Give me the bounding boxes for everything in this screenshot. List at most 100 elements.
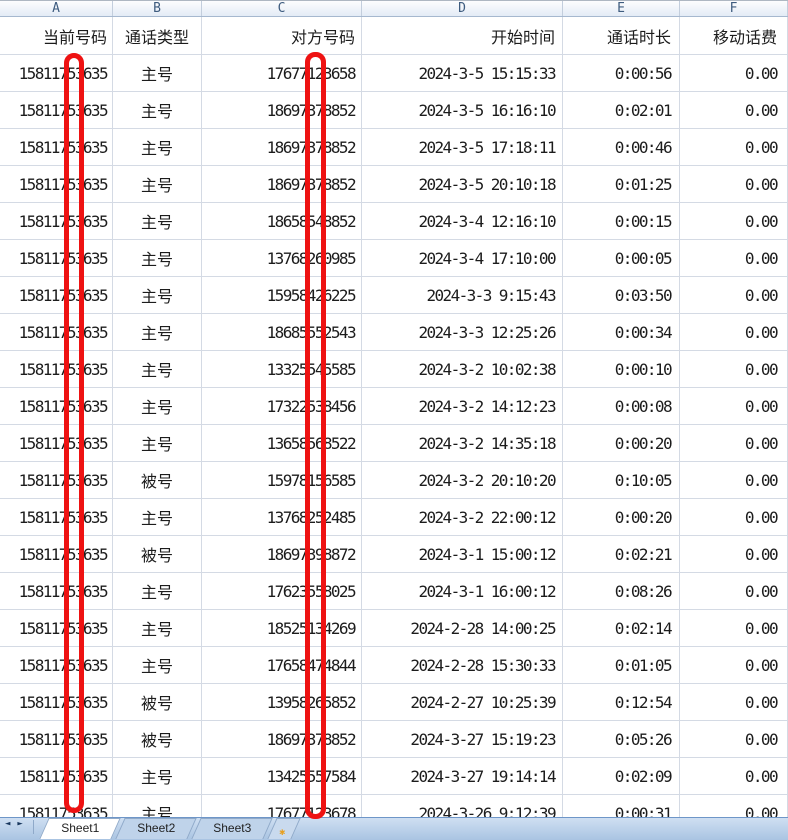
field-header-E[interactable]: 通话时长 [563,17,680,55]
cell-fee[interactable]: 0.00 [680,351,788,388]
cell-duration[interactable]: 0:00:20 [563,425,680,462]
cell-duration[interactable]: 0:00:34 [563,314,680,351]
cell-fee[interactable]: 0.00 [680,536,788,573]
cell-other-number[interactable]: 13768260985 [202,240,362,277]
column-header-E[interactable]: E [563,1,680,16]
cell-fee[interactable]: 0.00 [680,647,788,684]
cell-other-number[interactable]: 13425557584 [202,758,362,795]
cell-current-number[interactable]: 15811753635 [0,684,113,721]
cell-call-type[interactable]: 主号 [113,573,202,610]
cell-fee[interactable]: 0.00 [680,388,788,425]
field-header-B[interactable]: 通话类型 [113,17,202,55]
field-header-A[interactable]: 当前号码 [0,17,113,55]
column-header-F[interactable]: F [680,1,788,16]
cell-other-number[interactable]: 17658474844 [202,647,362,684]
cell-duration[interactable]: 0:02:21 [563,536,680,573]
cell-start-time[interactable]: 2024-3-3 12:25:26 [362,314,563,351]
cell-call-type[interactable]: 被号 [113,721,202,758]
cell-fee[interactable]: 0.00 [680,758,788,795]
cell-start-time[interactable]: 2024-3-2 10:02:38 [362,351,563,388]
cell-current-number[interactable]: 15811753635 [0,129,113,166]
cell-other-number[interactable]: 15978156585 [202,462,362,499]
cell-call-type[interactable]: 被号 [113,684,202,721]
cell-current-number[interactable]: 15811753635 [0,277,113,314]
cell-call-type[interactable]: 主号 [113,277,202,314]
cell-call-type[interactable]: 主号 [113,166,202,203]
cell-current-number[interactable]: 15811753635 [0,536,113,573]
cell-fee[interactable]: 0.00 [680,499,788,536]
cell-call-type[interactable]: 主号 [113,55,202,92]
cell-other-number[interactable]: 18697398872 [202,536,362,573]
field-header-D[interactable]: 开始时间 [362,17,563,55]
cell-fee[interactable]: 0.00 [680,166,788,203]
cell-current-number[interactable]: 15811753635 [0,573,113,610]
cell-call-type[interactable]: 主号 [113,388,202,425]
insert-worksheet-button[interactable]: ✱ [267,818,301,839]
cell-other-number[interactable]: 17623558025 [202,573,362,610]
cell-other-number[interactable]: 18697378852 [202,129,362,166]
cell-other-number[interactable]: 18685552543 [202,314,362,351]
cell-start-time[interactable]: 2024-3-2 14:35:18 [362,425,563,462]
cell-other-number[interactable]: 18697378852 [202,721,362,758]
cell-other-number[interactable]: 17322538456 [202,388,362,425]
cell-fee[interactable]: 0.00 [680,55,788,92]
cell-fee[interactable]: 0.00 [680,203,788,240]
cell-start-time[interactable]: 2024-3-27 19:14:14 [362,758,563,795]
cell-start-time[interactable]: 2024-3-5 16:16:10 [362,92,563,129]
cell-other-number[interactable]: 15958426225 [202,277,362,314]
cell-start-time[interactable]: 2024-3-2 14:12:23 [362,388,563,425]
cell-fee[interactable]: 0.00 [680,684,788,721]
cell-fee[interactable]: 0.00 [680,314,788,351]
column-header-B[interactable]: B [113,1,202,16]
tab-scroll-left-button[interactable]: ◄ [5,819,11,829]
cell-start-time[interactable]: 2024-3-1 16:00:12 [362,573,563,610]
cell-start-time[interactable]: 2024-2-28 15:30:33 [362,647,563,684]
cell-other-number[interactable]: 13958265852 [202,684,362,721]
cell-other-number[interactable]: 18697378852 [202,166,362,203]
cell-current-number[interactable]: 15811753635 [0,55,113,92]
cell-current-number[interactable]: 15811753635 [0,721,113,758]
column-header-C[interactable]: C [202,1,362,16]
cell-call-type[interactable]: 主号 [113,129,202,166]
cell-fee[interactable]: 0.00 [680,610,788,647]
field-header-F[interactable]: 移动话费 [680,17,788,55]
cell-start-time[interactable]: 2024-2-28 14:00:25 [362,610,563,647]
cell-call-type[interactable]: 主号 [113,351,202,388]
cell-current-number[interactable]: 15811753635 [0,388,113,425]
column-header-D[interactable]: D [362,1,563,16]
cell-start-time[interactable]: 2024-2-27 10:25:39 [362,684,563,721]
cell-other-number[interactable]: 18525134269 [202,610,362,647]
cell-other-number[interactable]: 13658568522 [202,425,362,462]
cell-fee[interactable]: 0.00 [680,92,788,129]
cell-start-time[interactable]: 2024-3-5 20:10:18 [362,166,563,203]
cell-other-number[interactable]: 17677123658 [202,55,362,92]
cell-current-number[interactable]: 15811753635 [0,92,113,129]
cell-duration[interactable]: 0:05:26 [563,721,680,758]
cell-duration[interactable]: 0:02:14 [563,610,680,647]
cell-duration[interactable]: 0:00:56 [563,55,680,92]
cell-start-time[interactable]: 2024-3-4 12:16:10 [362,203,563,240]
cell-duration[interactable]: 0:00:08 [563,388,680,425]
cell-duration[interactable]: 0:00:20 [563,499,680,536]
cell-other-number[interactable]: 13768252485 [202,499,362,536]
cell-fee[interactable]: 0.00 [680,721,788,758]
cell-start-time[interactable]: 2024-3-5 15:15:33 [362,55,563,92]
cell-other-number[interactable]: 18658548852 [202,203,362,240]
sheet-tab-sheet2[interactable]: Sheet2 [115,818,197,839]
cell-duration[interactable]: 0:12:54 [563,684,680,721]
cell-other-number[interactable]: 18697378852 [202,92,362,129]
cell-call-type[interactable]: 主号 [113,203,202,240]
cell-current-number[interactable]: 15811753635 [0,425,113,462]
cell-current-number[interactable]: 15811753635 [0,240,113,277]
cell-start-time[interactable]: 2024-3-4 17:10:00 [362,240,563,277]
cell-call-type[interactable]: 主号 [113,314,202,351]
cell-current-number[interactable]: 15811753635 [0,758,113,795]
cell-current-number[interactable]: 15811753635 [0,166,113,203]
cell-duration[interactable]: 0:02:01 [563,92,680,129]
cell-call-type[interactable]: 被号 [113,536,202,573]
cell-duration[interactable]: 0:02:09 [563,758,680,795]
cell-current-number[interactable]: 15811753635 [0,647,113,684]
cell-start-time[interactable]: 2024-3-3 9:15:43 [362,277,563,314]
cell-duration[interactable]: 0:10:05 [563,462,680,499]
cell-call-type[interactable]: 主号 [113,240,202,277]
